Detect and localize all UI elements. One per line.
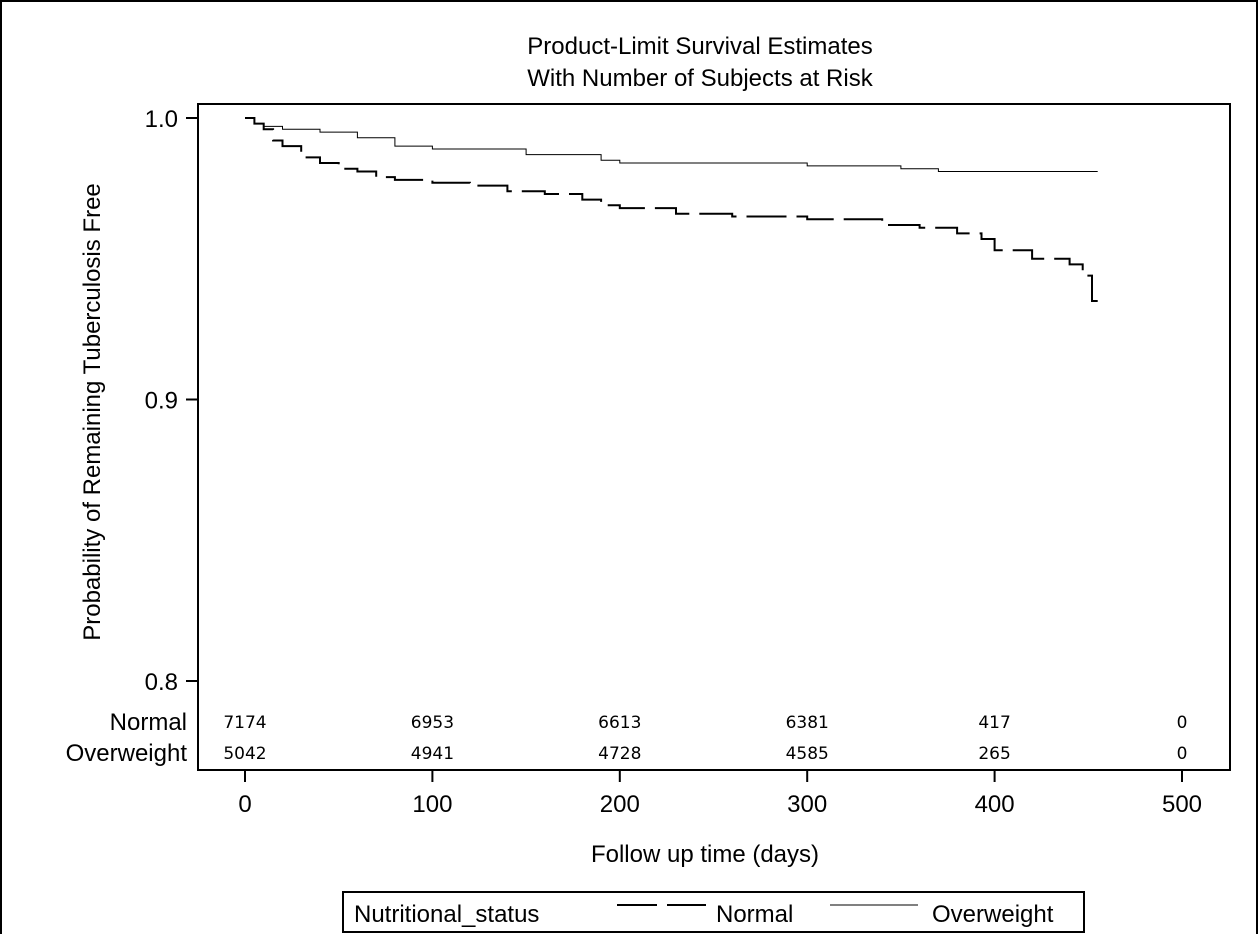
y-tick-label: 0.8 bbox=[145, 669, 178, 696]
at-risk-count: 6613 bbox=[598, 713, 641, 733]
x-tick-label: 100 bbox=[412, 791, 452, 818]
at-risk-count: 6953 bbox=[411, 713, 454, 733]
at-risk-count: 7174 bbox=[223, 713, 266, 733]
at-risk-table: Normal 7174 6953 6613 6381 417 0 Overweight 5042… bbox=[66, 709, 1188, 767]
legend: Nutritional_status Normal Overweight bbox=[342, 891, 1085, 933]
series-layer bbox=[245, 117, 1098, 302]
y-tick-label: 0.9 bbox=[145, 388, 178, 415]
y-axis-ticks: 0.8 0.9 1.0 bbox=[145, 106, 198, 696]
at-risk-count: 417 bbox=[978, 713, 1010, 733]
x-axis-ticks: 0 100 200 300 400 500 bbox=[238, 770, 1202, 818]
at-risk-count: 4941 bbox=[411, 744, 454, 764]
at-risk-count: 4728 bbox=[598, 744, 641, 764]
at-risk-count: 6381 bbox=[786, 713, 829, 733]
legend-entry-normal: Normal bbox=[716, 901, 793, 928]
at-risk-group-label: Normal bbox=[110, 709, 187, 736]
series-line-overweight bbox=[245, 117, 1098, 172]
plot-area bbox=[197, 103, 1231, 771]
chart-title-line-1: Product-Limit Survival Estimates bbox=[527, 33, 872, 60]
x-tick-label: 0 bbox=[238, 791, 251, 818]
y-axis-label: Probability of Remaining Tuberculosis Fr… bbox=[79, 183, 106, 641]
x-axis-label: Follow up time (days) bbox=[591, 841, 819, 868]
chart-title-line-2: With Number of Subjects at Risk bbox=[527, 65, 873, 92]
legend-box bbox=[342, 891, 1085, 933]
at-risk-count: 0 bbox=[1177, 713, 1188, 733]
at-risk-count: 265 bbox=[978, 744, 1010, 764]
at-risk-count: 5042 bbox=[223, 744, 266, 764]
legend-title: Nutritional_status bbox=[354, 901, 539, 928]
at-risk-count: 4585 bbox=[786, 744, 829, 764]
at-risk-count: 0 bbox=[1177, 744, 1188, 764]
x-tick-label: 400 bbox=[975, 791, 1015, 818]
y-tick-label: 1.0 bbox=[145, 106, 178, 133]
series-line-normal bbox=[245, 117, 1098, 302]
at-risk-group-label: Overweight bbox=[66, 740, 188, 767]
x-tick-label: 500 bbox=[1162, 791, 1202, 818]
legend-entry-overweight: Overweight bbox=[932, 901, 1054, 928]
x-tick-label: 200 bbox=[600, 791, 640, 818]
x-tick-label: 300 bbox=[787, 791, 827, 818]
